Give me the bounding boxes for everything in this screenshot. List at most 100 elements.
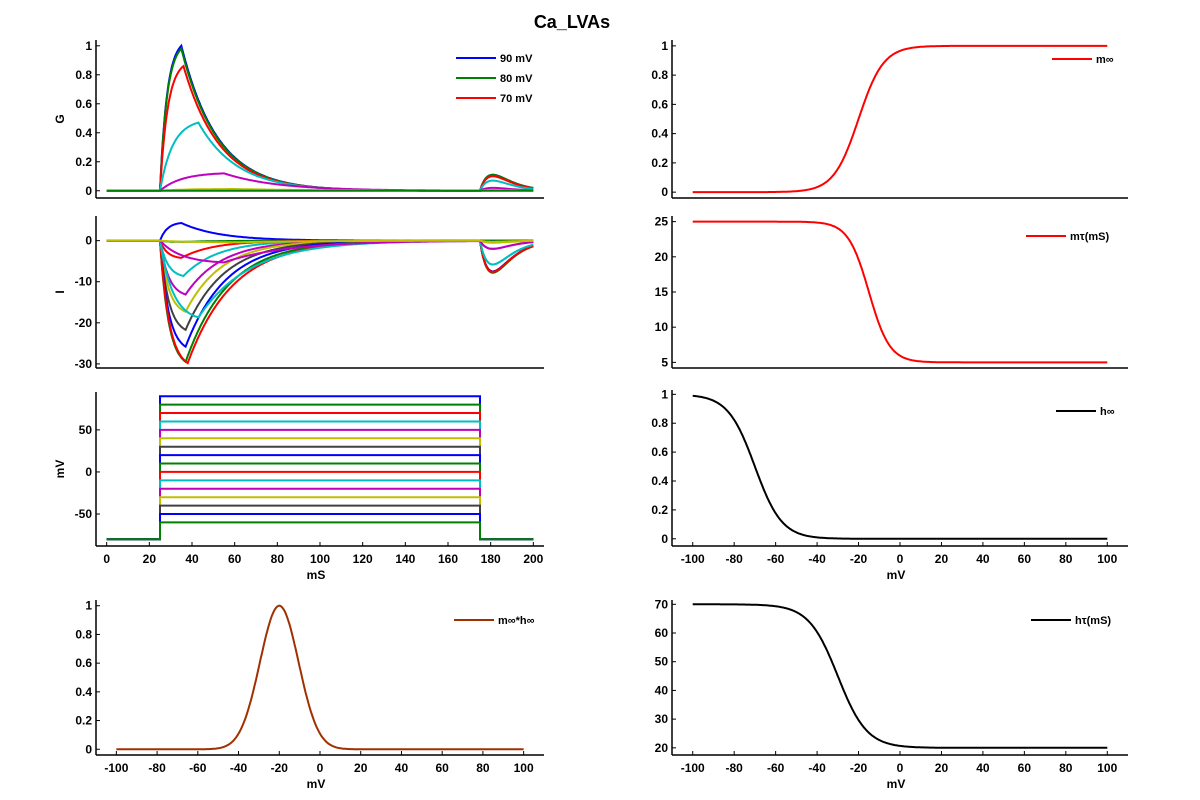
legend-label: m∞*h∞	[498, 615, 535, 627]
x-tick-label: -100	[104, 761, 128, 775]
x-tick-label: -20	[850, 552, 868, 566]
series-line--60mV	[106, 521, 534, 541]
panel-h-inf: 0 0.2 0.4 0.6 0.8 1 -100 -80 -60 -40 -20 0 20 40 60 80 1…	[651, 387, 1128, 582]
x-tick-label: -40	[808, 552, 826, 566]
x-tick-label: 80	[476, 761, 490, 775]
x-axis-label: mV	[887, 777, 906, 791]
y-tick-label: 0.6	[75, 97, 92, 111]
x-tick-label: 60	[436, 761, 450, 775]
y-tick-label: 0	[661, 532, 668, 546]
y-tick-label: 50	[655, 655, 669, 669]
x-tick-label: -60	[189, 761, 207, 775]
x-tick-label: -40	[808, 761, 826, 775]
y-tick-label: 0.8	[75, 627, 92, 641]
legend-label: 80 mV	[500, 73, 533, 85]
y-tick-label: 1	[661, 387, 668, 401]
x-tick-label: 60	[1018, 552, 1032, 566]
legend-label: 70 mV	[500, 93, 533, 105]
y-tick-label: 20	[655, 741, 669, 755]
x-tick-label: -100	[681, 552, 705, 566]
series-line--50mV	[106, 513, 534, 541]
x-tick-label: -80	[726, 761, 744, 775]
series-line-mmS	[692, 220, 1108, 364]
x-axis-label: mV	[887, 568, 906, 582]
x-axis-label: mV	[307, 777, 326, 791]
y-tick-label: 0.4	[651, 474, 668, 488]
x-tick-label: 40	[976, 552, 990, 566]
y-tick-label: 0	[85, 465, 92, 479]
legend: mτ(mS)	[1026, 231, 1109, 243]
x-tick-label: -60	[767, 761, 785, 775]
x-tick-label: -80	[148, 761, 166, 775]
x-tick-label: 40	[976, 761, 990, 775]
x-tick-label: 100	[1097, 552, 1117, 566]
x-tick-label: 120	[353, 552, 373, 566]
legend: hτ(mS)	[1031, 615, 1111, 627]
y-tick-label: 0.8	[75, 68, 92, 82]
series-line-10mV	[106, 239, 534, 364]
x-tick-label: 60	[228, 552, 242, 566]
y-tick-label: 0.6	[651, 97, 668, 111]
series-line-90mV	[106, 43, 534, 192]
series-line-30mV	[106, 445, 534, 541]
x-tick-label: 0	[317, 761, 324, 775]
series-line-60mV	[106, 121, 534, 192]
y-tick-label: 40	[655, 683, 669, 697]
series-line-hmS	[692, 603, 1108, 749]
panel-h-tau: 20 30 40 50 60 70 -100 -80 -60 -40 -20 0 20 40 60 80 100…	[655, 597, 1128, 791]
series-line-40mV	[106, 239, 534, 313]
x-tick-label: 20	[354, 761, 368, 775]
y-tick-label: 1	[661, 39, 668, 53]
x-tick-label: 100	[514, 761, 534, 775]
y-tick-label: 0.4	[75, 685, 92, 699]
series-line-m	[692, 44, 1108, 194]
y-tick-label: 0	[85, 742, 92, 756]
y-tick-label: 0.6	[651, 445, 668, 459]
panel-window-current: 0 0.2 0.4 0.6 0.8 1 -100 -80 -60 -40 -20 0 20 40 60 80 1…	[75, 599, 544, 791]
series-line-80mV	[106, 46, 534, 192]
y-axis-label: mV	[53, 460, 67, 479]
x-tick-label: 80	[271, 552, 285, 566]
series-line-10mV	[106, 462, 534, 541]
figure-title: Ca_LVAs	[534, 12, 610, 32]
x-tick-label: -40	[230, 761, 248, 775]
y-tick-label: 0.2	[651, 156, 668, 170]
legend: 90 mV 80 mV 70 mV	[456, 53, 533, 105]
y-tick-label: 10	[655, 320, 669, 334]
y-tick-label: 0	[85, 184, 92, 198]
x-tick-label: -20	[850, 761, 868, 775]
y-tick-label: 0.2	[75, 714, 92, 728]
y-tick-label: 0.2	[75, 155, 92, 169]
x-tick-label: 40	[185, 552, 199, 566]
y-tick-label: -10	[75, 275, 93, 289]
series-line-90mV	[106, 221, 534, 242]
series-line--30mV	[106, 239, 534, 244]
legend: m∞*h∞	[454, 615, 535, 627]
panel-m-inf: 0 0.2 0.4 0.6 0.8 1 m∞	[651, 39, 1128, 199]
y-tick-label: 60	[655, 626, 669, 640]
legend: h∞	[1056, 406, 1115, 418]
series-line-90mV	[106, 395, 534, 541]
y-tick-label: 1	[85, 599, 92, 613]
x-tick-label: 20	[935, 552, 949, 566]
y-tick-label: 0.4	[75, 126, 92, 140]
x-tick-label: -100	[681, 761, 705, 775]
y-tick-label: 25	[655, 215, 669, 229]
legend-label: hτ(mS)	[1075, 615, 1111, 627]
series-line-0mV	[106, 239, 534, 365]
series-line-h	[692, 394, 1108, 540]
panel-conductance: 0 0.2 0.4 0.6 0.8 1 G 90 mV 80 mV 70 mV	[53, 39, 544, 199]
panel-m-tau: 5 10 15 20 25 mτ(mS)	[655, 215, 1128, 369]
x-tick-label: 0	[897, 552, 904, 566]
x-tick-label: 180	[481, 552, 501, 566]
y-tick-label: 0.2	[651, 503, 668, 517]
y-tick-label: 0.6	[75, 656, 92, 670]
x-tick-label: 0	[103, 552, 110, 566]
y-tick-label: 50	[79, 423, 93, 437]
x-tick-label: -20	[271, 761, 289, 775]
y-tick-label: -30	[75, 357, 93, 371]
panel-current: -30 -20 -10 0 I	[53, 216, 544, 371]
y-tick-label: 0	[661, 185, 668, 199]
